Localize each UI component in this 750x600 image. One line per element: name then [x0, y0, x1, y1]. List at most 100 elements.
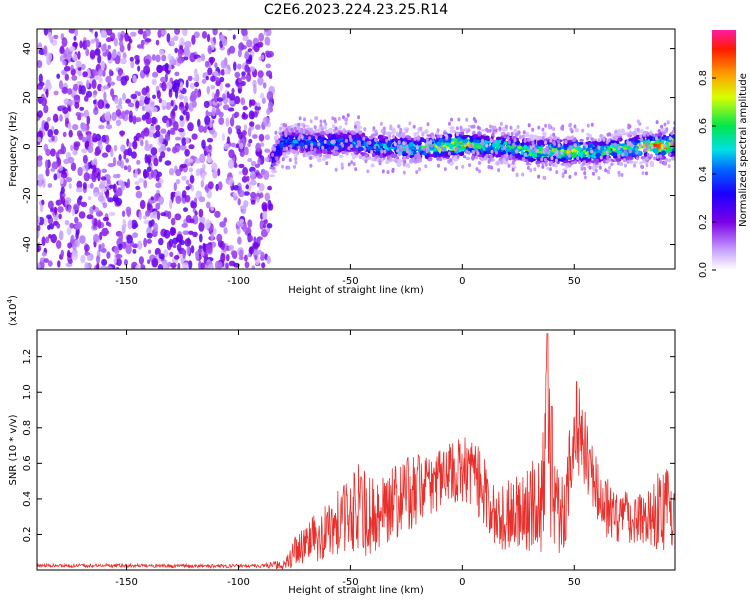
halo-blob	[621, 152, 625, 157]
signal-blob	[640, 156, 646, 160]
noise-blob	[46, 214, 52, 220]
noise-blob	[175, 195, 182, 204]
signal-blob	[626, 145, 632, 150]
signal-blob	[638, 161, 643, 165]
halo-blob	[323, 139, 327, 144]
noise-blob	[190, 82, 195, 89]
noise-blob	[134, 181, 140, 185]
noise-blob	[82, 182, 87, 190]
noise-blob	[143, 215, 147, 220]
noise-blob	[201, 31, 208, 39]
halo-blob	[645, 163, 649, 168]
halo-blob	[659, 159, 663, 164]
halo-blob	[345, 151, 349, 156]
halo-blob	[635, 156, 639, 161]
noise-blob	[199, 153, 206, 164]
spectrogram-frame	[36, 28, 676, 270]
signal-blob	[588, 144, 594, 148]
noise-blob	[206, 201, 211, 209]
signal-blob	[648, 136, 654, 139]
noise-blob	[219, 76, 225, 83]
signal-blob	[338, 154, 344, 158]
halo-blob	[347, 162, 351, 167]
noise-blob	[144, 38, 152, 43]
noise-blob	[244, 254, 248, 262]
noise-blob	[170, 262, 177, 268]
halo-blob	[300, 127, 304, 132]
signal-blob	[350, 152, 355, 156]
noise-blob	[43, 217, 47, 227]
halo-blob	[507, 163, 511, 168]
noise-blob	[125, 98, 131, 104]
noise-blob	[229, 117, 235, 127]
noise-blob	[68, 46, 76, 52]
halo-blob	[297, 145, 301, 150]
halo-blob	[541, 136, 545, 140]
halo-blob	[334, 126, 338, 131]
noise-blob	[119, 44, 125, 53]
noise-blob	[223, 227, 228, 235]
noise-blob	[189, 52, 196, 63]
signal-blob	[571, 152, 577, 158]
noise-blob	[116, 187, 123, 197]
signal-blob	[449, 144, 454, 150]
noise-blob	[106, 179, 111, 185]
noise-blob	[182, 262, 189, 269]
halo-blob	[447, 121, 451, 126]
noise-blob	[247, 157, 253, 163]
noise-blob	[236, 228, 241, 235]
signal-blob	[413, 132, 417, 137]
noise-blob	[143, 237, 148, 248]
noise-blob	[241, 75, 247, 80]
noise-blob	[70, 64, 74, 71]
halo-blob	[610, 162, 614, 167]
signal-blob	[311, 155, 315, 159]
noise-blob	[207, 45, 213, 55]
halo-blob	[407, 151, 411, 156]
halo-blob	[496, 161, 500, 166]
halo-blob	[380, 149, 384, 154]
noise-blob	[165, 102, 172, 110]
halo-blob	[392, 134, 395, 139]
noise-blob	[166, 147, 171, 152]
noise-blob	[267, 50, 274, 58]
halo-blob	[427, 148, 430, 153]
noise-blob	[86, 214, 94, 220]
halo-blob	[321, 145, 325, 150]
noise-blob	[254, 111, 258, 118]
noise-blob	[107, 163, 115, 168]
signal-blob	[461, 131, 464, 136]
halo-blob	[275, 156, 279, 161]
noise-blob	[101, 168, 108, 173]
noise-blob	[50, 233, 57, 244]
halo-blob	[445, 134, 449, 139]
signal-blob	[379, 153, 384, 159]
halo-blob	[614, 129, 618, 134]
halo-blob	[337, 116, 341, 121]
noise-blob	[84, 261, 89, 269]
signal-blob	[275, 139, 280, 145]
halo-blob	[350, 160, 354, 165]
noise-blob	[179, 81, 184, 91]
halo-blob	[585, 144, 589, 149]
noise-blob	[95, 38, 100, 47]
noise-blob	[186, 111, 190, 121]
noise-blob	[178, 128, 185, 133]
noise-blob	[177, 56, 185, 64]
noise-blob	[214, 210, 221, 218]
noise-blob	[87, 184, 91, 189]
halo-blob	[623, 148, 627, 153]
noise-blob	[137, 240, 143, 250]
noise-blob	[132, 115, 137, 125]
snr-x-label: Height of straight line (km)	[288, 585, 424, 596]
noise-blob	[182, 29, 188, 37]
halo-blob	[287, 125, 291, 130]
noise-blob	[146, 232, 153, 239]
signal-blob	[429, 153, 435, 158]
halo-blob	[548, 125, 551, 130]
signal-blob	[461, 151, 465, 156]
noise-blob	[247, 219, 253, 228]
noise-blob	[149, 125, 156, 133]
halo-blob	[489, 138, 493, 143]
noise-blob	[97, 54, 102, 64]
